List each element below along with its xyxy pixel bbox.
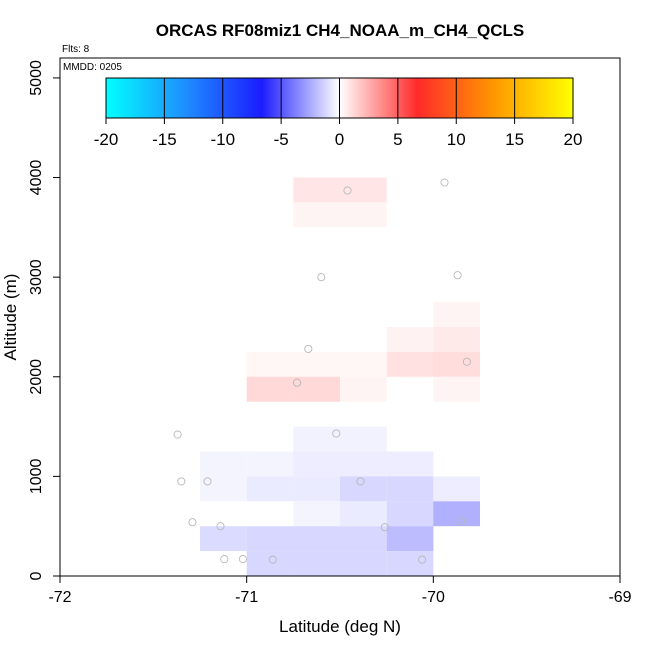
heatmap-cell xyxy=(293,376,340,402)
y-tick-label: 5000 xyxy=(28,60,45,96)
heatmap-cell xyxy=(293,476,340,502)
colorbar: -20 -15 -10 -5 0 5 10 15 20 xyxy=(94,77,583,149)
y-tick-label: 1000 xyxy=(28,458,45,494)
heatmap-cell xyxy=(246,476,294,502)
heatmap-cell xyxy=(386,526,434,552)
heatmap-cell xyxy=(246,351,294,377)
y-tick-label: 3000 xyxy=(28,259,45,295)
y-axis: 0 1000 2000 3000 4000 5000 xyxy=(28,60,60,580)
sample-point xyxy=(220,555,229,564)
colorbar-tick-label: -15 xyxy=(152,130,177,149)
colorbar-tick-label: 10 xyxy=(447,130,466,149)
heatmap-cell xyxy=(293,177,340,203)
heatmap-cells xyxy=(200,177,480,576)
sample-points xyxy=(173,178,471,564)
heatmap-cell xyxy=(340,476,387,502)
heatmap-cell xyxy=(433,302,480,327)
sample-point xyxy=(317,273,326,282)
y-tick-label: 4000 xyxy=(28,160,45,196)
heatmap-cell xyxy=(340,451,387,477)
heatmap-cell xyxy=(293,551,340,576)
heatmap-cell xyxy=(433,376,480,402)
heatmap-cell xyxy=(293,202,340,228)
heatmap-cell xyxy=(246,551,294,576)
heatmap-cell xyxy=(200,526,247,552)
heatmap-cell xyxy=(293,501,340,527)
heatmap-cell xyxy=(433,351,480,377)
y-tick-label: 0 xyxy=(28,571,45,580)
sample-point xyxy=(356,477,365,486)
heatmap-cell xyxy=(340,426,387,452)
colorbar-tick-label: -20 xyxy=(94,130,119,149)
heatmap-cell xyxy=(293,426,340,452)
heatmap-cell xyxy=(340,351,387,377)
heatmap-cell xyxy=(246,376,294,402)
heatmap-cell xyxy=(340,177,387,203)
heatmap-cell xyxy=(340,501,387,527)
heatmap-cell xyxy=(293,526,340,552)
x-tick-label: -71 xyxy=(235,589,258,606)
heatmap-cell xyxy=(433,501,480,527)
sample-point xyxy=(188,518,197,527)
heatmap-cell xyxy=(386,476,434,502)
plot-frame xyxy=(59,57,621,577)
colorbar-tick-label: -5 xyxy=(274,130,289,149)
colorbar-tick-label: 15 xyxy=(505,130,524,149)
heatmap-cell xyxy=(340,526,387,552)
heatmap-cell xyxy=(386,501,434,527)
heatmap-cell xyxy=(200,476,247,502)
sample-point xyxy=(216,522,225,531)
heatmap-cell xyxy=(340,202,387,228)
heatmap-cell xyxy=(386,351,434,377)
heatmap-cell xyxy=(386,551,434,576)
heatmap-cell xyxy=(246,526,294,552)
sample-point xyxy=(304,344,313,353)
heatmap-cell xyxy=(246,451,294,477)
heatmap-cell xyxy=(200,451,247,477)
sample-point xyxy=(440,178,449,187)
heatmap-cell xyxy=(386,327,434,352)
sample-point xyxy=(173,430,182,439)
heatmap-cell xyxy=(340,551,387,576)
colorbar-tick-label: 0 xyxy=(335,130,344,149)
heatmap-cell xyxy=(433,476,480,502)
heatmap-cell xyxy=(293,451,340,477)
y-tick-label: 2000 xyxy=(28,359,45,395)
x-tick-label: -70 xyxy=(422,589,445,606)
colorbar-frame xyxy=(105,77,574,119)
sample-point xyxy=(462,357,471,366)
x-tick-label: -69 xyxy=(608,589,631,606)
flights-label: Flts: 8 xyxy=(62,44,90,55)
sample-point xyxy=(453,271,462,280)
y-axis-label: Altitude (m) xyxy=(1,274,20,361)
sample-point xyxy=(238,555,247,564)
x-tick-label: -72 xyxy=(48,589,71,606)
colorbar-tick-label: -10 xyxy=(210,130,235,149)
heatmap-cell xyxy=(433,327,480,352)
sample-point xyxy=(343,186,352,195)
heatmap-cell xyxy=(340,376,387,402)
sample-point xyxy=(332,429,341,438)
sample-point xyxy=(177,477,186,486)
heatmap-cell xyxy=(386,451,434,477)
date-label: MMDD: 0205 xyxy=(63,62,122,73)
x-axis: -72 -71 -70 -69 xyxy=(48,576,632,606)
sample-point xyxy=(380,523,389,532)
heatmap-cell xyxy=(293,351,340,377)
chart-title: ORCAS RF08miz1 CH4_NOAA_m_CH4_QCLS xyxy=(156,21,524,40)
sample-point xyxy=(203,477,212,486)
x-axis-label: Latitude (deg N) xyxy=(279,617,401,636)
sample-point xyxy=(418,555,427,564)
colorbar-tick-label: 20 xyxy=(564,130,583,149)
colorbar-tick-label: 5 xyxy=(393,130,402,149)
sample-point xyxy=(293,378,302,387)
sample-point xyxy=(268,555,277,564)
sample-point xyxy=(457,517,466,526)
